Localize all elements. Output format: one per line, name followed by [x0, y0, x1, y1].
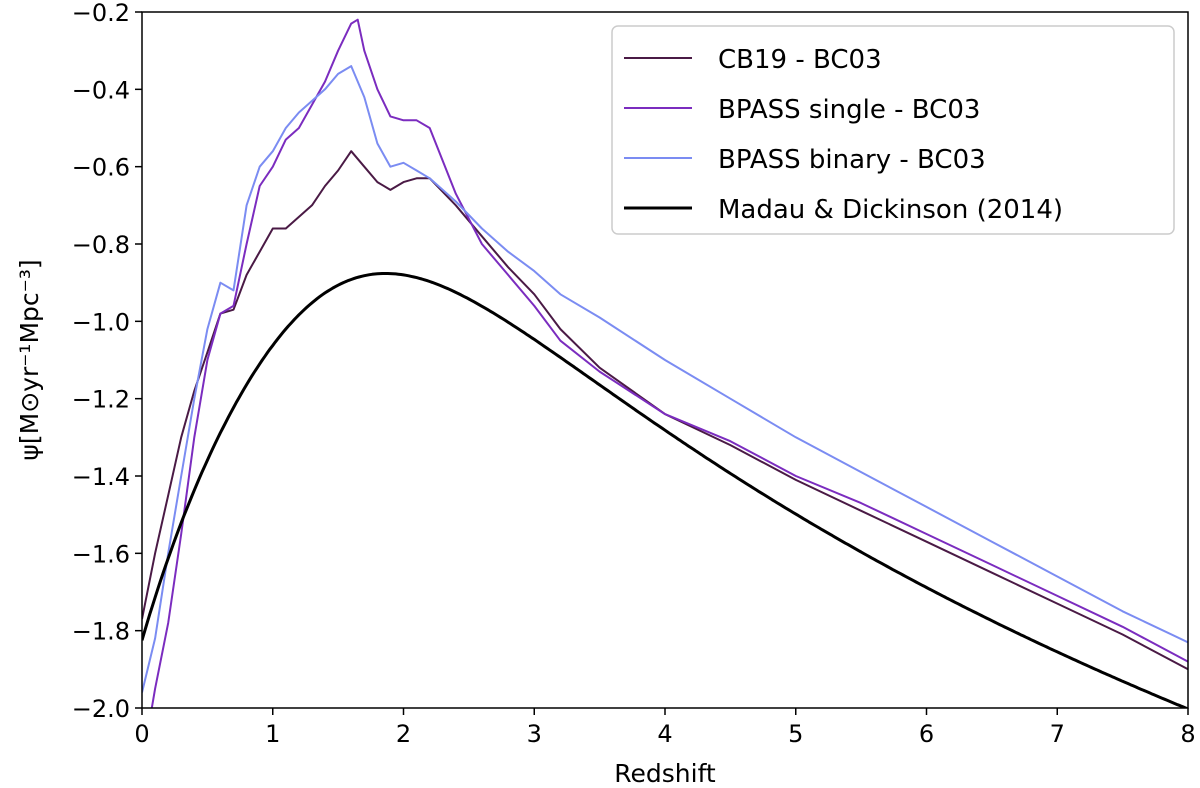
y-tick-label: −1.8 [72, 618, 130, 646]
y-tick-label: −1.4 [72, 463, 130, 491]
y-tick-label: −1.6 [72, 540, 130, 568]
series-line-madau-dickinson-2014 [142, 272, 1188, 708]
x-tick-label: 1 [265, 720, 280, 748]
series-line-bpass-binary-bc03 [142, 65, 1188, 693]
y-tick-label: −0.6 [72, 154, 130, 182]
x-tick-label: 3 [527, 720, 542, 748]
series-line-bpass-single-bc03 [150, 18, 1188, 708]
x-tick-label: 6 [919, 720, 934, 748]
legend-label-bpass-binary-bc03: BPASS binary - BC03 [718, 145, 986, 175]
y-tick-label: −0.8 [72, 231, 130, 259]
x-tick-label: 0 [134, 720, 149, 748]
x-tick-label: 5 [788, 720, 803, 748]
x-tick-label: 8 [1180, 720, 1195, 748]
y-tick-label: −2.0 [72, 695, 130, 723]
x-tick-label: 4 [657, 720, 672, 748]
x-axis-label: Redshift [614, 759, 716, 788]
x-tick-label: 2 [396, 720, 411, 748]
legend-label-cb19-bc03: CB19 - BC03 [718, 45, 882, 75]
axes-layer: 0 1 2 3 4 5 6 7 8 −2.0 −1.8 −1.6 −1.4 −1.2 −1.0 −0.8 −0.… [72, 0, 1196, 748]
y-axis-label: ψ[M⊙yr⁻¹Mpc⁻³] [15, 259, 44, 460]
legend: CB19 - BC03 BPASS single - BC03 BPASS bina… [611, 25, 1175, 235]
y-tick-label: −0.2 [72, 0, 130, 27]
x-tick-label: 7 [1050, 720, 1065, 748]
y-tick-label: −0.4 [72, 76, 130, 104]
y-tick-label: −1.0 [72, 308, 130, 336]
y-tick-label: −1.2 [72, 386, 130, 414]
legend-label-bpass-single-bc03: BPASS single - BC03 [718, 95, 980, 125]
legend-box [611, 25, 1175, 235]
series-layer [142, 18, 1188, 708]
legend-label-madau-dickinson-2014: Madau & Dickinson (2014) [718, 195, 1063, 225]
